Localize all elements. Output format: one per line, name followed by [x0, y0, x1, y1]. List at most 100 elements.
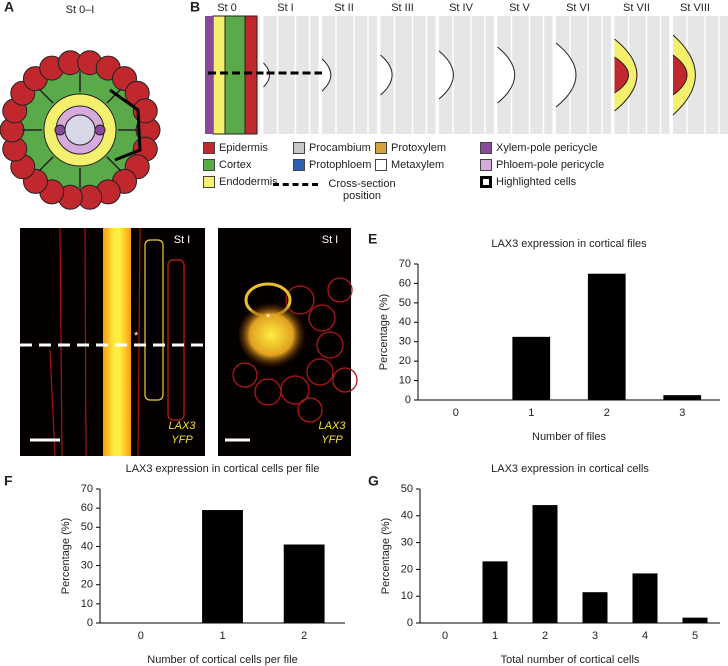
- panel-label: B: [190, 0, 200, 15]
- x-tick-label: 2: [604, 407, 610, 419]
- y-tick-label: 20: [399, 355, 411, 367]
- legend-swatch: [375, 142, 387, 154]
- legend-label: Cross-section position: [328, 178, 396, 202]
- x-tick-label: 1: [219, 630, 225, 642]
- x-tick-label: 0: [453, 407, 459, 419]
- reporter: YFP: [321, 434, 343, 446]
- stage-label: St VII: [623, 2, 650, 14]
- legend-label: Procambium: [309, 142, 371, 154]
- highlight: [109, 88, 142, 162]
- y-tick-label: 50: [399, 297, 411, 309]
- legend-item: Protoxylem: [375, 142, 446, 154]
- legend-swatch: [293, 142, 305, 154]
- bar: [587, 273, 626, 400]
- y-tick-label: 10: [399, 374, 411, 386]
- panel-a-title: St 0–I: [66, 4, 95, 16]
- y-tick-label: 70: [399, 258, 411, 270]
- legend-swatch: [203, 176, 215, 188]
- panel-label: C: [4, 231, 14, 247]
- panel-label: A: [4, 0, 14, 15]
- legend-label: Phloem-pole pericycle: [496, 159, 605, 171]
- epidermis: [244, 15, 258, 135]
- x-axis-label: Number of files: [532, 431, 606, 443]
- legend-swatch: [203, 159, 215, 171]
- y-tick-label: 40: [401, 510, 413, 522]
- legend-item: Protophloem: [293, 159, 371, 171]
- legend-label: Endodermis: [219, 176, 278, 188]
- x-axis-label: Total number of cortical cells: [501, 654, 640, 666]
- legend-label: Epidermis: [219, 142, 268, 154]
- asterisk: *: [266, 312, 271, 324]
- primordium: [555, 42, 577, 108]
- y-axis-label: Percentage (%): [380, 518, 392, 594]
- legend-swatch: [293, 159, 305, 171]
- marker: LAX3: [319, 420, 347, 432]
- pericycle: [205, 16, 213, 134]
- panel-label: F: [4, 473, 13, 489]
- legend-swatch: [480, 159, 492, 171]
- x-tick-label: 2: [542, 630, 548, 642]
- micrograph-c-cells: [49, 227, 185, 457]
- primordium: [263, 62, 270, 88]
- bar: [663, 395, 702, 400]
- y-tick-label: 50: [81, 521, 93, 533]
- bar: [532, 505, 558, 623]
- y-tick-label: 0: [407, 617, 413, 629]
- stage-label: St I: [277, 2, 294, 14]
- y-tick-label: 30: [401, 537, 413, 549]
- legend-item: Epidermis: [203, 142, 268, 154]
- cross-section-diagram: [0, 50, 161, 210]
- stage-label: St III: [391, 2, 414, 14]
- stage-diagrams: St 0 St I St II St III St IV St V St VI St VII S…: [205, 2, 728, 135]
- cell-wall: [106, 156, 122, 172]
- cortex: [224, 15, 246, 135]
- y-tick-label: 10: [401, 590, 413, 602]
- stage-label: St II: [334, 2, 354, 14]
- stage-label: St VIII: [680, 2, 710, 14]
- bar: [512, 336, 551, 400]
- y-tick-label: 30: [81, 559, 93, 571]
- xylem-pole-pericycle: [54, 124, 66, 136]
- y-tick-label: 0: [87, 617, 93, 629]
- chart-title: LAX3 expression in cortical cells per fi…: [126, 463, 320, 475]
- legend-item: Procambium: [293, 142, 371, 154]
- legend-label: Protophloem: [309, 159, 372, 171]
- bar: [582, 592, 608, 623]
- marker: LAX3: [169, 420, 197, 432]
- endodermis: [212, 15, 226, 135]
- primordium: [380, 54, 393, 96]
- legend-item: Metaxylem: [375, 159, 444, 171]
- stele-signal: [103, 228, 131, 456]
- reporter: YFP: [171, 434, 193, 446]
- procambium: [64, 114, 96, 146]
- y-axis-label: Percentage (%): [378, 294, 390, 370]
- x-tick-label: 2: [301, 630, 307, 642]
- stele-signal: [239, 301, 311, 369]
- primordium: [438, 50, 454, 100]
- bar: [632, 573, 658, 623]
- x-tick-label: 1: [492, 630, 498, 642]
- x-tick-label: 3: [592, 630, 598, 642]
- legend-item: Endodermis: [203, 176, 278, 188]
- primordium-core: [614, 56, 629, 94]
- bar: [283, 544, 325, 623]
- x-tick-label: 1: [528, 407, 534, 419]
- bar: [682, 617, 708, 623]
- legend-item: Xylem-pole pericycle: [480, 142, 597, 154]
- xylem-pole-pericycle: [94, 124, 106, 136]
- y-tick-label: 10: [81, 598, 93, 610]
- x-tick-label: 0: [138, 630, 144, 642]
- y-tick-label: 60: [399, 277, 411, 289]
- legend-swatch: [273, 183, 318, 186]
- stage-label: St I: [322, 234, 339, 246]
- y-tick-label: 20: [401, 563, 413, 575]
- stage-label: St V: [509, 2, 530, 14]
- y-tick-label: 0: [405, 394, 411, 406]
- primordium: [321, 58, 332, 92]
- chart-title: LAX3 expression in cortical files: [491, 238, 647, 250]
- panel-label: E: [368, 231, 377, 247]
- y-tick-label: 40: [399, 316, 411, 328]
- bar: [202, 510, 243, 623]
- legend-item: Phloem-pole pericycle: [480, 159, 604, 171]
